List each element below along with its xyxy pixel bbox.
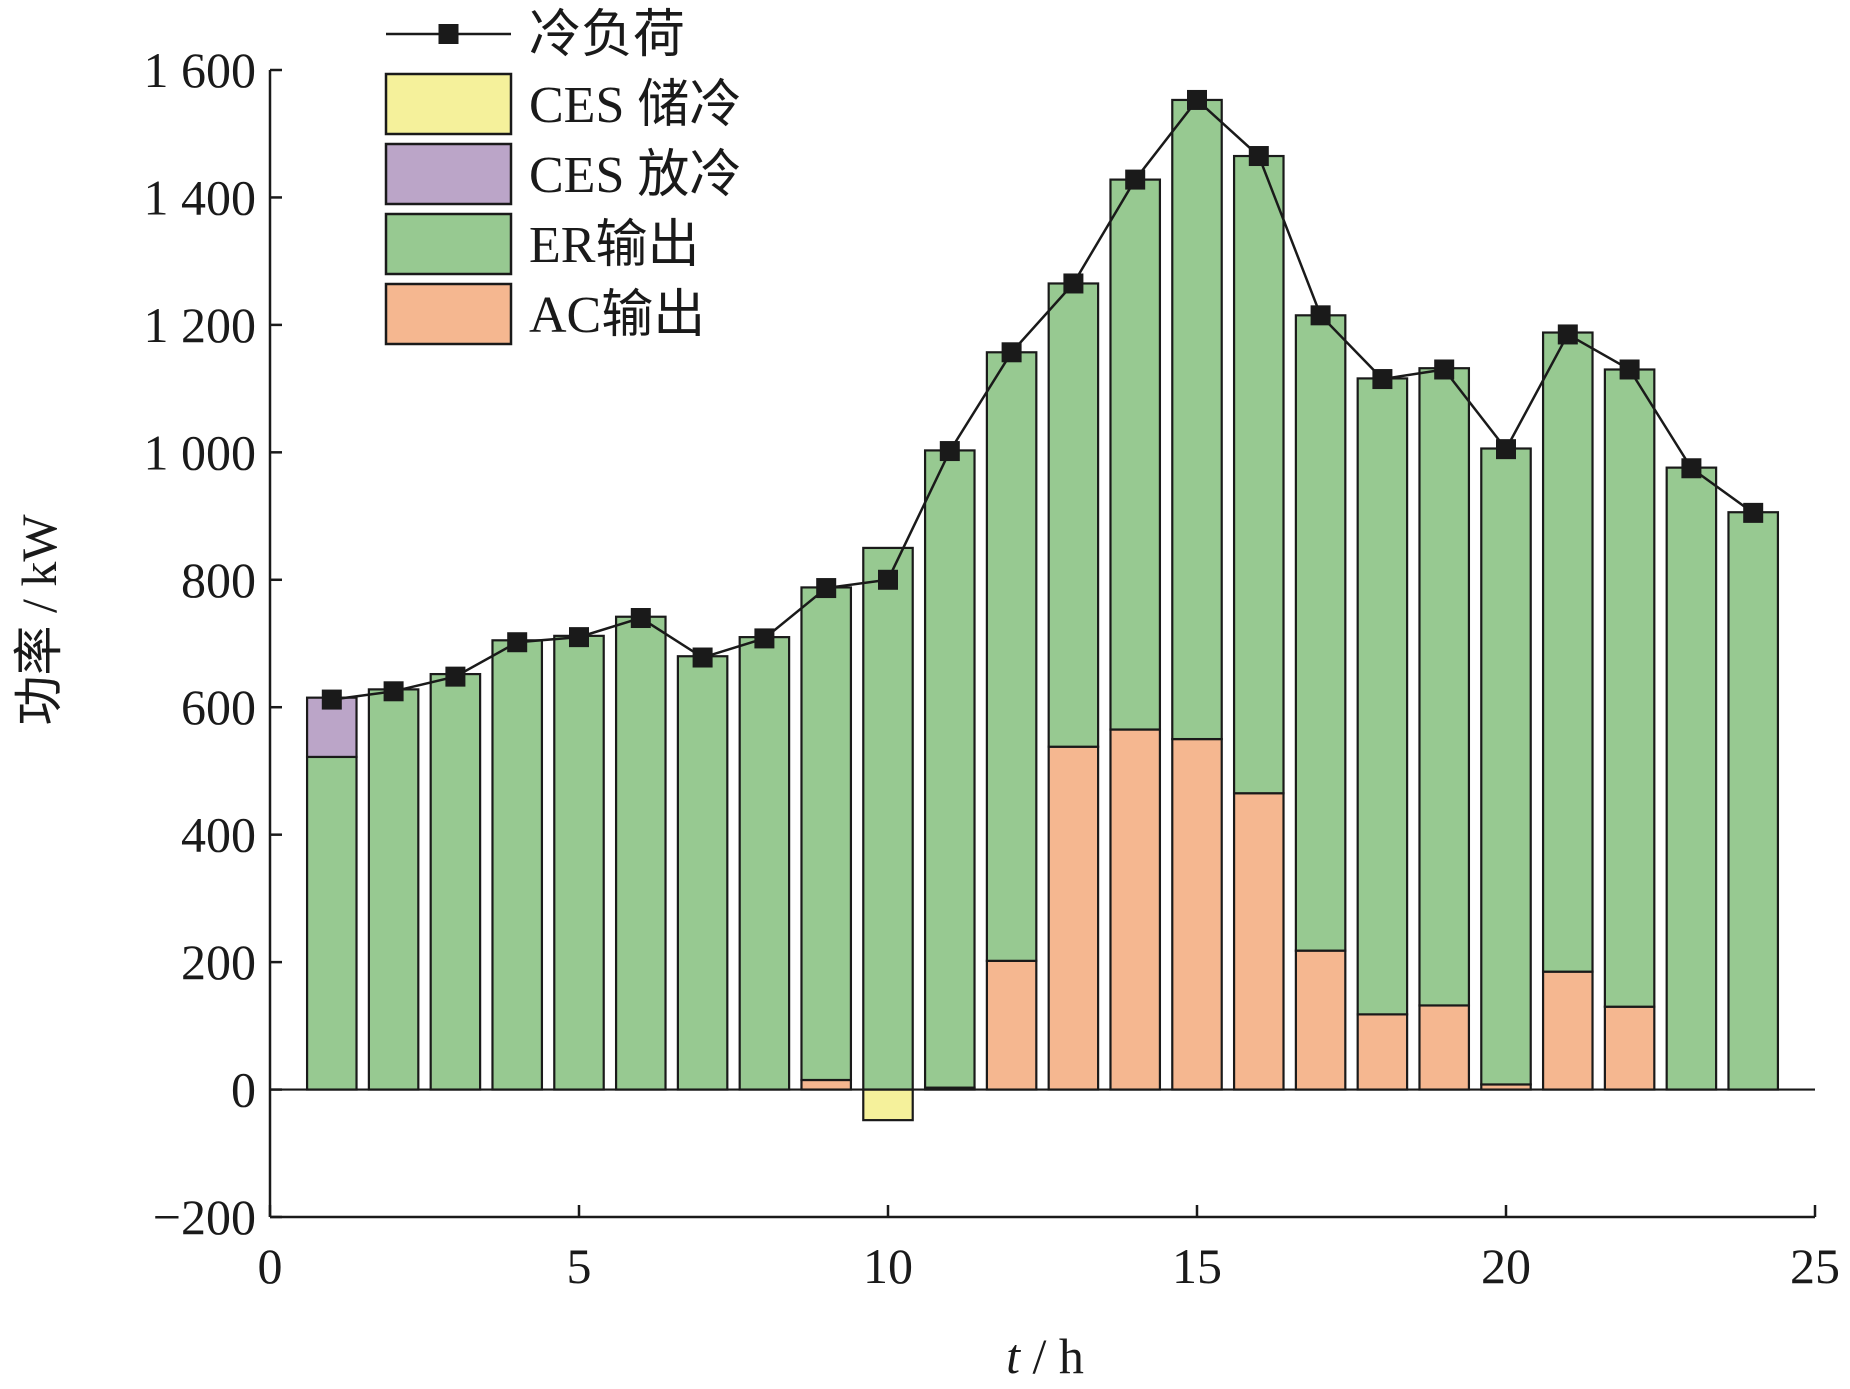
bar-1-6	[616, 617, 665, 1090]
bar-1-8	[740, 637, 789, 1089]
bar-1-21	[1543, 333, 1592, 972]
legend-label-3: ER输出	[529, 217, 699, 274]
load-marker-7	[693, 648, 713, 668]
load-marker-10	[878, 570, 898, 590]
load-marker-12	[1002, 342, 1022, 362]
y-tick-label: 1 200	[144, 297, 257, 353]
load-marker-19	[1434, 359, 1454, 379]
y-tick-label: 1 000	[144, 424, 257, 480]
bar-1-13	[1049, 283, 1098, 746]
axis-titles: t / h 功率 / kW	[11, 514, 1084, 1384]
x-axis-label-variable: t	[1006, 1328, 1021, 1384]
legend: 冷负荷 CES 储冷 CES 放冷 ER输出 AC输出	[386, 7, 741, 344]
x-tick-label: 15	[1172, 1238, 1222, 1294]
y-tick-label: 800	[181, 552, 256, 608]
bar-1-17	[1296, 315, 1345, 950]
bar-0-9	[801, 1080, 850, 1090]
y-axis-label: 功率 / kW	[11, 514, 67, 726]
legend-label-2: CES 放冷	[529, 147, 741, 204]
bar-0-16	[1234, 793, 1283, 1089]
bar-0-19	[1419, 1005, 1468, 1089]
bar-0-13	[1049, 747, 1098, 1090]
legend-swatch-2	[386, 144, 511, 204]
load-marker-1	[322, 690, 342, 710]
y-tick-label: 600	[181, 679, 256, 735]
load-marker-16	[1249, 146, 1269, 166]
bar-1-1	[307, 757, 356, 1090]
x-tick-label: 10	[863, 1238, 913, 1294]
load-marker-23	[1681, 458, 1701, 478]
legend-label-1: CES 储冷	[529, 77, 741, 134]
load-marker-2	[384, 681, 404, 701]
y-tick-label: 0	[231, 1062, 256, 1118]
bar-0-12	[987, 961, 1036, 1090]
load-marker-11	[940, 441, 960, 461]
bar-1-7	[678, 656, 727, 1089]
load-marker-13	[1063, 273, 1083, 293]
bar-3-10	[863, 1090, 912, 1121]
legend-label-4: AC输出	[529, 287, 705, 344]
legend-label-0: 冷负荷	[529, 7, 685, 64]
load-marker-21	[1558, 324, 1578, 344]
legend-swatch-3	[386, 214, 511, 274]
y-tick-label: 400	[181, 807, 256, 863]
y-tick-label: 200	[181, 934, 256, 990]
bar-1-11	[925, 450, 974, 1087]
bar-1-19	[1419, 368, 1468, 1005]
bars-layer	[307, 100, 1778, 1120]
legend-swatch-4	[386, 284, 511, 344]
bar-1-16	[1234, 156, 1283, 793]
bar-0-14	[1110, 730, 1159, 1090]
x-tick-label: 5	[567, 1238, 592, 1294]
bar-1-9	[801, 587, 850, 1080]
bar-1-5	[554, 636, 603, 1090]
y-tick-label: −200	[153, 1189, 256, 1245]
load-marker-3	[445, 667, 465, 687]
bar-1-20	[1481, 449, 1530, 1085]
bar-1-15	[1172, 100, 1221, 739]
bar-1-12	[987, 352, 1036, 961]
load-marker-9	[816, 578, 836, 598]
load-marker-5	[569, 627, 589, 647]
legend-swatch-1	[386, 74, 511, 134]
y-tick-label: 1 400	[144, 169, 257, 225]
load-marker-17	[1311, 305, 1331, 325]
bar-0-21	[1543, 972, 1592, 1090]
y-tick-label: 1 600	[144, 42, 257, 98]
load-marker-22	[1620, 359, 1640, 379]
legend-marker-swatch	[439, 24, 459, 44]
load-marker-18	[1372, 369, 1392, 389]
bar-0-18	[1358, 1014, 1407, 1089]
x-axis-label-unit: / h	[1020, 1328, 1084, 1384]
x-tick-label: 25	[1790, 1238, 1840, 1294]
load-marker-20	[1496, 439, 1516, 459]
load-marker-4	[507, 632, 527, 652]
bar-1-22	[1605, 369, 1654, 1006]
load-marker-24	[1743, 503, 1763, 523]
bar-1-4	[492, 640, 541, 1089]
bar-0-15	[1172, 739, 1221, 1089]
bar-1-23	[1667, 468, 1716, 1090]
bar-0-17	[1296, 951, 1345, 1090]
bar-1-2	[369, 689, 418, 1089]
bar-1-10	[863, 548, 912, 1090]
load-marker-15	[1187, 90, 1207, 110]
bar-1-24	[1728, 512, 1777, 1089]
load-marker-6	[631, 608, 651, 628]
bar-1-3	[431, 674, 480, 1089]
load-marker-8	[754, 628, 774, 648]
x-tick-label: 20	[1481, 1238, 1531, 1294]
bar-1-18	[1358, 378, 1407, 1014]
bar-1-14	[1110, 180, 1159, 730]
bar-0-22	[1605, 1007, 1654, 1090]
load-marker-14	[1125, 170, 1145, 190]
x-tick-label: 0	[258, 1238, 283, 1294]
x-axis-label: t / h	[1006, 1328, 1084, 1384]
